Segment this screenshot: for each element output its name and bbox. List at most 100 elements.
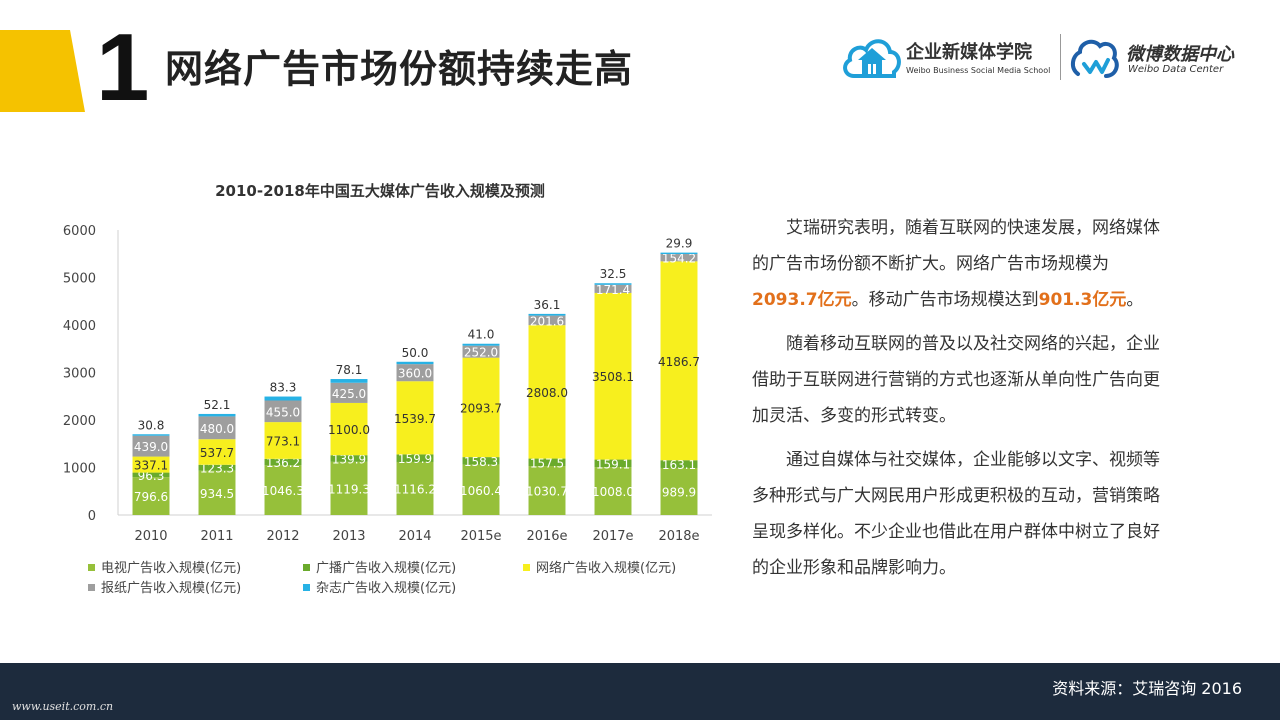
data-label: 989.9: [662, 485, 696, 499]
y-tick-label: 0: [88, 509, 96, 524]
bar-segment: [330, 379, 368, 383]
data-label: 3508.1: [592, 370, 634, 384]
bar-segment: [330, 402, 368, 456]
data-label: 123.3: [200, 462, 234, 476]
bar-segment: [132, 456, 170, 473]
paragraph-3: 通过自媒体与社交媒体，企业能够以文字、视频等多种形式与广大网民用户形成更积极的互…: [752, 450, 1160, 578]
data-label: 1046.3: [262, 484, 304, 498]
bar-segment: [396, 381, 434, 455]
bar-segment: [132, 477, 170, 515]
bar-segment: [594, 283, 632, 285]
bar-segment: [132, 435, 170, 457]
data-label: 425.0: [332, 387, 366, 401]
data-label: 158.3: [464, 455, 498, 469]
data-label: 157.5: [530, 456, 564, 470]
x-tick-label: 2015e: [460, 529, 501, 544]
y-tick-label: 3000: [63, 367, 96, 382]
analysis-text: 艾瑞研究表明，随着互联网的快速发展，网络媒体的广告市场份额不断扩大。网络广告市场…: [752, 210, 1172, 594]
data-label: 1119.3: [328, 482, 370, 496]
legend-label-magazine: 杂志广告收入规模(亿元): [316, 581, 457, 596]
bar-segment: [594, 459, 632, 468]
bar-segment: [528, 313, 566, 316]
logo-divider: [1060, 34, 1061, 80]
data-label: 159.9: [398, 452, 432, 466]
legend-item-online: 网络广告收入规模(亿元): [523, 557, 676, 576]
bar-segment: [462, 345, 500, 358]
bar-segment: [594, 292, 632, 460]
highlight-mobile-ad-size: 901.3亿元: [1038, 290, 1127, 310]
y-tick-label: 5000: [63, 272, 96, 287]
x-tick-label: 2016e: [526, 529, 567, 544]
bar-segment: [264, 422, 302, 459]
bar-segment: [528, 325, 566, 459]
data-label: 83.3: [270, 381, 297, 395]
paragraph-2: 随着移动互联网的普及以及社交网络的兴起，企业借助于互联网进行营销的方式也逐渐从单…: [752, 334, 1160, 426]
legend-label-radio: 广播广告收入规模(亿元): [316, 561, 457, 576]
weibo-data-logo-icon: [1071, 39, 1119, 78]
chart-title: 2010-2018年中国五大媒体广告收入规模及预测: [215, 182, 545, 200]
data-label: 136.2: [266, 456, 300, 470]
data-label: 50.0: [402, 346, 429, 360]
stacked-bar-chart: 2010-2018年中国五大媒体广告收入规模及预测 0 1000 2000 3000 40…: [63, 182, 712, 544]
bar-segment: [660, 467, 698, 515]
y-tick-label: 2000: [63, 414, 96, 429]
data-label: 29.9: [666, 237, 693, 251]
data-label: 1539.7: [394, 412, 436, 426]
bar-segment: [462, 343, 500, 346]
highlight-online-ad-size: 2093.7亿元: [752, 290, 852, 310]
data-label: 78.1: [336, 363, 363, 377]
data-label: 52.1: [204, 398, 231, 412]
bar-segment: [528, 315, 566, 326]
bar-segment: [528, 466, 566, 515]
x-tick-label: 2010: [134, 529, 167, 544]
bar-segment: [198, 439, 236, 465]
bar-segment: [330, 461, 368, 515]
bar-segment: [396, 361, 434, 365]
data-label: 1060.4: [460, 484, 502, 498]
y-tick-label: 6000: [63, 224, 96, 239]
data-label: 934.5: [200, 487, 234, 501]
y-tick-label: 4000: [63, 319, 96, 334]
data-label: 439.0: [134, 440, 168, 454]
bar-segment: [594, 284, 632, 293]
bar-segment: [198, 416, 236, 440]
legend-item-newspaper: 报纸广告收入规模(亿元): [88, 577, 241, 596]
chart-legend: 电视广告收入规模(亿元) 广播广告收入规模(亿元) 网络广告收入规模(亿元) 报…: [88, 557, 728, 597]
data-label: 171.4: [596, 283, 630, 297]
x-tick-label: 2014: [398, 529, 431, 544]
bar-segment: [528, 458, 566, 467]
bar-segment: [660, 254, 698, 262]
legend-label-newspaper: 报纸广告收入规模(亿元): [101, 581, 242, 596]
data-label: 1008.0: [592, 485, 634, 499]
paragraph-1-text-c: 。: [1126, 290, 1144, 310]
legend-swatch-radio: [303, 564, 310, 571]
x-tick-label: 2017e: [592, 529, 633, 544]
site-url: www.useit.com.cn: [12, 700, 114, 713]
data-label: 252.0: [464, 346, 498, 360]
logo-left-subtitle: Weibo Business Social Media School: [906, 66, 1051, 75]
data-label: 154.2: [662, 252, 696, 266]
bar-segment: [396, 364, 434, 382]
bar-segment: [264, 400, 302, 423]
footer-bar: 资料来源：艾瑞咨询 2016 www.useit.com.cn: [0, 663, 1280, 720]
bar-segment: [198, 470, 236, 515]
bar-segment: [198, 464, 236, 471]
data-label: 139.9: [332, 453, 366, 467]
legend-swatch-online: [523, 564, 530, 571]
bar-segment: [462, 357, 500, 458]
legend-item-tv: 电视广告收入规模(亿元): [88, 557, 241, 576]
title-accent-shape: [0, 30, 85, 112]
logo-right-subtitle: Weibo Data Center: [1128, 64, 1224, 75]
data-label: 32.5: [600, 267, 627, 281]
data-label: 2093.7: [460, 401, 502, 415]
data-label: 30.8: [138, 418, 165, 432]
bar-segment: [396, 461, 434, 515]
data-label: 796.6: [134, 490, 168, 504]
cloud-house-logo-icon: [843, 39, 901, 78]
data-label: 4186.7: [658, 355, 700, 369]
x-tick-label: 2013: [332, 529, 365, 544]
x-tick-label: 2011: [200, 529, 233, 544]
bar-segment: [132, 472, 170, 478]
legend-swatch-magazine: [303, 584, 310, 591]
data-source: 资料来源：艾瑞咨询 2016: [1052, 679, 1242, 698]
